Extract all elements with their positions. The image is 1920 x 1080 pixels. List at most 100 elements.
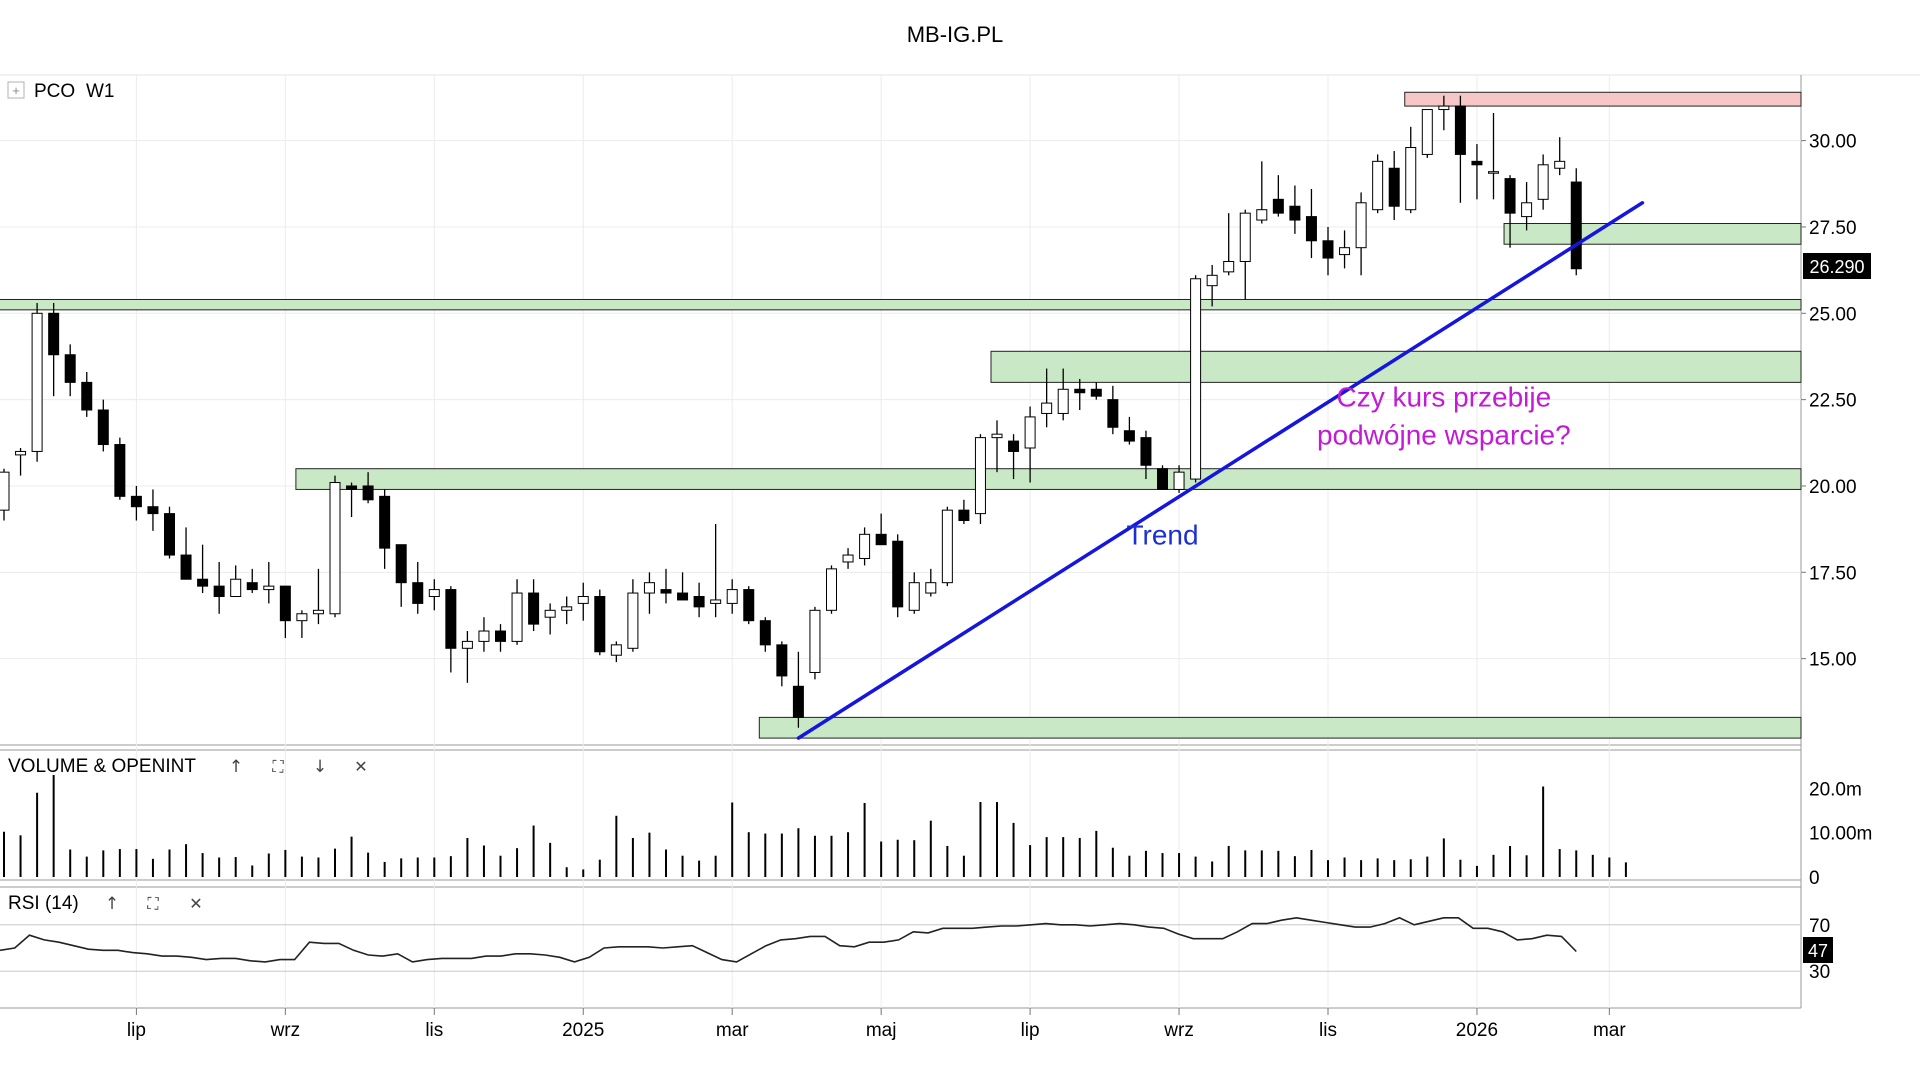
candle-body — [395, 544, 407, 584]
annotation-text: podwójne wsparcie? — [1317, 420, 1571, 451]
candle — [1289, 185, 1301, 234]
trendline — [796, 201, 1645, 740]
volume-bars: 20.0m 10.00m 0 — [3, 775, 1872, 889]
candle-body — [594, 595, 606, 653]
candle — [445, 586, 457, 673]
candle — [230, 565, 242, 597]
candle — [246, 568, 258, 594]
resistance-zone — [1404, 91, 1802, 107]
candle-body — [1173, 471, 1185, 490]
candle — [263, 561, 275, 604]
candle-body — [164, 513, 175, 556]
candle-body — [279, 585, 291, 622]
candle-body — [941, 509, 953, 584]
candle — [511, 579, 523, 645]
candle — [1074, 378, 1086, 410]
candle — [147, 489, 159, 531]
candle — [677, 572, 689, 601]
time-tick-label: wrz — [1163, 1020, 1194, 1041]
candle — [1305, 188, 1317, 259]
rsi-layer: 70 30 — [0, 916, 1830, 983]
candle — [1140, 430, 1152, 480]
candle — [826, 565, 837, 614]
candle — [279, 585, 291, 638]
candle — [1570, 168, 1582, 276]
candle-body — [1057, 388, 1069, 414]
candle-body — [627, 592, 639, 649]
candle — [1041, 368, 1053, 428]
candle — [1438, 95, 1450, 131]
candle-body — [461, 640, 473, 649]
rsi-last-value-box — [1803, 937, 1833, 963]
candle — [1190, 275, 1202, 483]
candle-body — [1272, 198, 1284, 214]
rsi-last-value-tag: 47 — [1803, 937, 1833, 963]
candle — [362, 472, 374, 504]
candle-body — [958, 509, 970, 522]
price-tick-label: 25.00 — [1809, 304, 1857, 325]
price-tick-label: 20.00 — [1809, 477, 1857, 498]
candle-body — [64, 354, 76, 383]
candle-body — [693, 595, 705, 608]
candle — [329, 475, 341, 618]
time-tick-label: lip — [1021, 1020, 1040, 1041]
candles — [0, 95, 1582, 728]
candle — [743, 586, 755, 625]
move-down-icon[interactable]: ↓ — [313, 757, 327, 777]
candle-body — [147, 506, 159, 515]
candle-body — [1454, 105, 1466, 155]
candle — [428, 579, 440, 611]
support-zone — [758, 716, 1802, 739]
candle-body — [1041, 402, 1053, 414]
close-icon[interactable]: ✕ — [189, 894, 202, 913]
candle-body — [296, 613, 308, 622]
candle-body — [710, 599, 722, 604]
candle — [379, 489, 391, 569]
candle-body — [1239, 212, 1251, 262]
candle-body — [31, 312, 43, 452]
move-up-icon[interactable]: ↑ — [229, 757, 243, 777]
expand-icon: + — [12, 83, 20, 98]
candle — [660, 568, 672, 604]
candle — [395, 544, 407, 607]
candle-body — [528, 592, 540, 625]
candle-body — [759, 620, 771, 646]
candle — [1488, 112, 1499, 200]
candle — [958, 499, 970, 524]
candle-body — [263, 585, 275, 591]
move-up-icon[interactable]: ↑ — [105, 894, 119, 914]
chart-title: MB-IG.PL — [907, 22, 1004, 47]
time-tick-label: 2026 — [1456, 1020, 1498, 1041]
candle-body — [1090, 388, 1102, 397]
candle-body — [1157, 468, 1168, 490]
candle-body — [677, 592, 689, 601]
maximize-icon[interactable]: ⛶ — [272, 757, 284, 776]
candle-body — [1339, 247, 1351, 256]
annotations: Trend Czy kurs przebije podwójne wsparcie? — [1126, 382, 1570, 551]
close-icon[interactable]: ✕ — [354, 757, 367, 776]
candle-body — [1223, 260, 1235, 273]
candle-body — [180, 554, 192, 580]
candle — [1322, 226, 1334, 276]
candle-body — [660, 589, 672, 594]
candle-body — [1074, 388, 1086, 394]
candle — [64, 344, 76, 397]
rsi-tick-label: 30 — [1809, 962, 1830, 983]
price-pane-legend: + PCO W1 — [7, 81, 115, 102]
candle-body — [362, 485, 374, 501]
candle — [1157, 465, 1168, 490]
support-zone — [0, 298, 1802, 311]
candle — [1223, 213, 1235, 276]
candle — [213, 561, 225, 614]
candle-body — [1140, 437, 1152, 466]
candle-body — [81, 381, 93, 411]
maximize-icon[interactable]: ⛶ — [147, 894, 159, 913]
price-tick-label: 22.50 — [1809, 391, 1857, 412]
candle-body — [48, 312, 60, 356]
candle-body — [114, 444, 126, 497]
expand-button[interactable] — [7, 81, 25, 99]
price-tick-label: 27.50 — [1809, 218, 1857, 239]
candle-body — [445, 589, 457, 649]
interval-label: W1 — [86, 81, 115, 102]
